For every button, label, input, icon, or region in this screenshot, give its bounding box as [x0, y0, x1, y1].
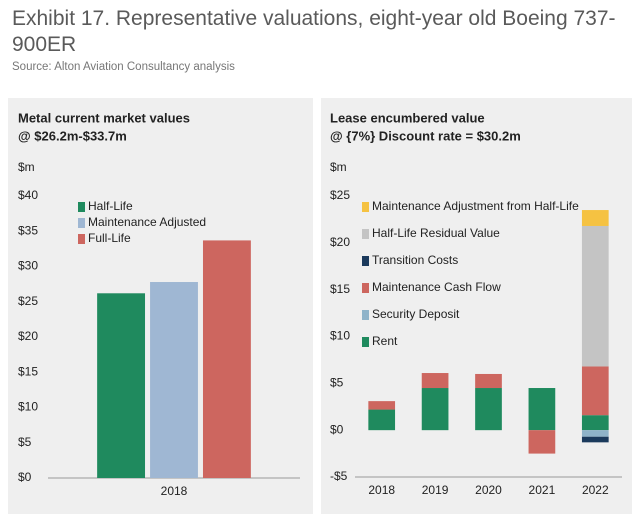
- legend-swatch: [78, 218, 85, 228]
- x-tick-label: 2018: [161, 484, 188, 498]
- chart-subtitle: @ $26.2m-$33.7m: [18, 128, 127, 143]
- bar-segment: [475, 388, 502, 431]
- bar-segment: [581, 366, 609, 416]
- y-tick-label: $40: [18, 188, 38, 202]
- bar: [97, 293, 146, 478]
- y-tick-label: $35: [18, 223, 38, 237]
- y-tick-label: $10: [330, 329, 350, 343]
- x-tick-label: 2018: [368, 483, 395, 497]
- legend-swatch: [362, 310, 369, 320]
- y-tick-label: $20: [18, 329, 38, 343]
- legend-label: Full-Life: [88, 231, 131, 245]
- bar-segment: [581, 210, 609, 226]
- y-axis-label: $m: [18, 160, 35, 174]
- bar-segment: [581, 415, 609, 431]
- bar-segment: [528, 388, 556, 431]
- chart-title: Metal current market values: [18, 110, 190, 125]
- legend-swatch: [78, 202, 85, 212]
- legend-label: Half-Life Residual Value: [372, 226, 500, 240]
- page-title: Exhibit 17. Representative valuations, e…: [12, 7, 616, 56]
- x-tick-label: 2021: [529, 483, 556, 497]
- chart-title: Lease encumbered value: [330, 110, 485, 125]
- y-tick-label: $15: [330, 282, 350, 296]
- y-axis-label: $m: [330, 160, 347, 174]
- bar-segment: [368, 401, 396, 410]
- y-tick-label: $15: [18, 364, 38, 378]
- panel: [321, 98, 632, 514]
- legend-label: Security Deposit: [372, 307, 460, 321]
- chart-subtitle: @ {7%} Discount rate = $30.2m: [330, 128, 521, 143]
- legend-swatch: [78, 234, 85, 244]
- bar: [202, 240, 251, 478]
- legend-label: Half-Life: [88, 199, 133, 213]
- legend-swatch: [362, 256, 369, 266]
- bar-segment: [581, 225, 609, 367]
- y-tick-label: $30: [18, 259, 38, 273]
- legend-swatch: [362, 283, 369, 293]
- legend-swatch: [362, 202, 369, 212]
- legend-label: Maintenance Cash Flow: [372, 280, 501, 294]
- legend-label: Transition Costs: [372, 253, 458, 267]
- source: Source: Alton Aviation Consultancy analy…: [12, 61, 235, 73]
- bar-segment: [421, 388, 449, 431]
- bar: [150, 282, 198, 478]
- bar-segment: [581, 436, 609, 443]
- bar-segment: [528, 430, 556, 454]
- y-tick-label: $5: [330, 376, 344, 390]
- y-tick-label: $25: [330, 188, 350, 202]
- legend-swatch: [362, 337, 369, 347]
- y-tick-label: -$5: [330, 469, 348, 483]
- x-tick-label: 2019: [422, 483, 449, 497]
- legend-label: Maintenance Adjustment from Half-Life: [372, 199, 579, 213]
- y-tick-label: $5: [18, 435, 32, 449]
- y-tick-label: $0: [18, 470, 32, 484]
- x-tick-label: 2022: [582, 483, 609, 497]
- y-tick-label: $25: [18, 294, 38, 308]
- x-tick-label: 2020: [475, 483, 502, 497]
- y-tick-label: $10: [18, 400, 38, 414]
- bar-segment: [368, 409, 396, 431]
- legend-label: Maintenance Adjusted: [88, 215, 206, 229]
- y-tick-label: $0: [330, 422, 344, 436]
- bar-segment: [581, 430, 609, 437]
- legend-label: Rent: [372, 334, 398, 348]
- legend-swatch: [362, 229, 369, 239]
- bar-segment: [475, 373, 502, 389]
- bar-segment: [421, 373, 449, 389]
- y-tick-label: $20: [330, 235, 350, 249]
- header: Exhibit 17. Representative valuations, e…: [12, 6, 622, 73]
